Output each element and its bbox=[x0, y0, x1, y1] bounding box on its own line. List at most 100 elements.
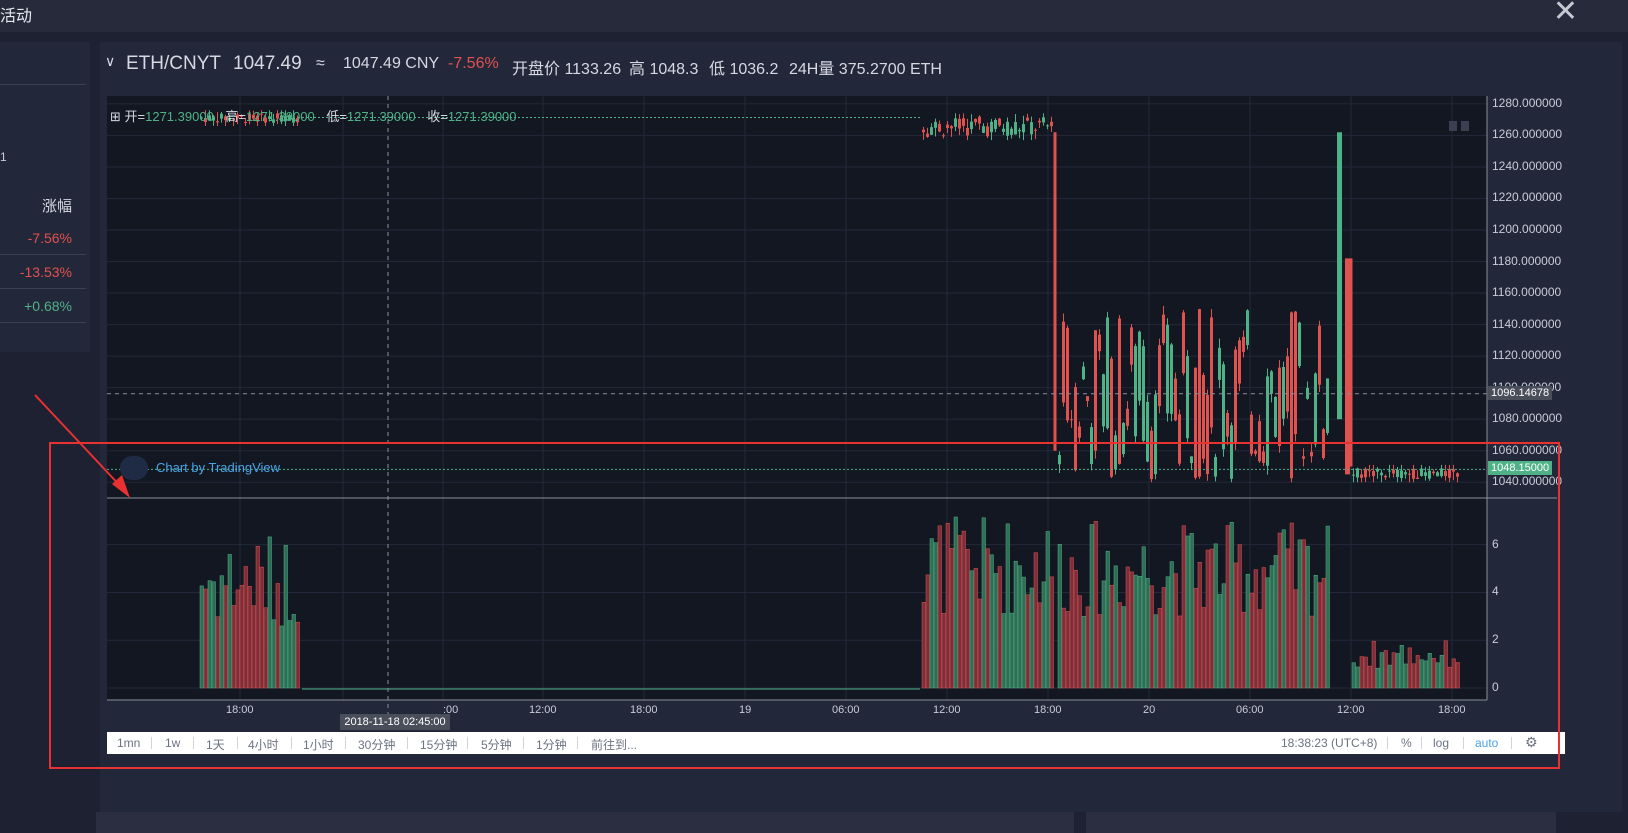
volume-bar bbox=[203, 588, 208, 689]
volume-bar bbox=[1435, 662, 1440, 689]
time-axis-tick: 12:00 bbox=[933, 704, 961, 716]
candle-body bbox=[1014, 122, 1017, 135]
volume-bar bbox=[1033, 552, 1038, 689]
candle-body bbox=[1448, 468, 1451, 478]
log-toggle[interactable]: log bbox=[1433, 736, 1450, 750]
candle-body bbox=[1326, 378, 1329, 433]
volume-bar bbox=[925, 574, 930, 689]
candle-body bbox=[292, 117, 295, 123]
cny-price: 1047.49 CNY bbox=[343, 55, 440, 72]
divider bbox=[291, 737, 292, 749]
price-axis-tick: 1080.000000 bbox=[1492, 411, 1563, 426]
volume-bar bbox=[1379, 652, 1384, 689]
candle-body bbox=[1094, 330, 1097, 451]
candle-body bbox=[954, 118, 957, 127]
divider bbox=[467, 737, 468, 749]
volume-bar bbox=[1321, 578, 1326, 689]
volume-bar bbox=[1237, 544, 1242, 689]
interval-1w[interactable]: 1w bbox=[165, 736, 181, 750]
volume-bar bbox=[255, 546, 260, 689]
volume-bar bbox=[1169, 561, 1174, 689]
volume-bar bbox=[1285, 548, 1290, 689]
interval-1h[interactable]: 1小时 bbox=[303, 738, 334, 752]
interval-1m[interactable]: 1分钟 bbox=[536, 738, 567, 752]
candle-body bbox=[1098, 334, 1101, 352]
interval-1d[interactable]: 1天 bbox=[206, 738, 225, 752]
volume-bar bbox=[1113, 565, 1118, 689]
volume-axis-tick: 6 bbox=[1492, 536, 1499, 551]
pane-control-icon bbox=[1449, 121, 1457, 131]
candle-body bbox=[1202, 375, 1205, 459]
candle-body bbox=[974, 118, 977, 123]
candle-body bbox=[272, 119, 275, 123]
divider bbox=[1387, 737, 1388, 749]
close-icon[interactable]: ✕ bbox=[1552, 0, 1578, 28]
list-item-change[interactable]: -7.56% bbox=[27, 230, 72, 246]
auto-toggle[interactable]: auto bbox=[1475, 736, 1499, 750]
volume-bar bbox=[1173, 573, 1178, 689]
price-axis-tick: 1160.000000 bbox=[1492, 285, 1562, 300]
divider bbox=[151, 737, 152, 749]
interval-30m[interactable]: 30分钟 bbox=[358, 738, 396, 752]
list-item-change[interactable]: +0.68% bbox=[24, 298, 72, 314]
interval-4h[interactable]: 4小时 bbox=[248, 738, 279, 752]
divider bbox=[1463, 737, 1464, 749]
volume-bar bbox=[1313, 574, 1318, 689]
list-item-change[interactable]: -13.53% bbox=[19, 264, 72, 280]
pane-control-icon bbox=[1461, 121, 1469, 131]
candle-body bbox=[1286, 356, 1289, 412]
candle-body bbox=[1274, 396, 1277, 437]
volume-bar bbox=[1009, 612, 1014, 689]
volume-axis-tick: 0 bbox=[1492, 680, 1499, 694]
candle-body bbox=[1074, 387, 1077, 471]
candle-body bbox=[950, 126, 953, 129]
volume-bar bbox=[1189, 533, 1194, 689]
volume-bar bbox=[1177, 615, 1182, 689]
divider bbox=[0, 322, 86, 323]
volume-bar bbox=[227, 554, 232, 689]
interval-1mn[interactable]: 1mn bbox=[117, 736, 141, 750]
candle-body bbox=[982, 126, 985, 133]
goto-date-button[interactable]: 前往到... bbox=[591, 738, 638, 752]
symbol-name[interactable]: ETH/CNYT bbox=[126, 53, 221, 74]
candle-body bbox=[1122, 423, 1125, 455]
candle-body bbox=[1198, 309, 1201, 477]
percent-toggle[interactable]: % bbox=[1401, 736, 1412, 750]
candle-body bbox=[1372, 471, 1375, 477]
volume-bar bbox=[1049, 576, 1054, 689]
candle-body bbox=[1262, 451, 1265, 463]
candle-body bbox=[1352, 474, 1355, 476]
expand-icon[interactable]: ⊞ bbox=[110, 109, 125, 124]
volume-bar bbox=[1419, 659, 1424, 689]
divider bbox=[523, 737, 524, 749]
candle-body bbox=[1070, 419, 1073, 421]
volume-bar bbox=[1017, 565, 1022, 689]
candle-body bbox=[1050, 121, 1053, 127]
candle-body bbox=[1416, 477, 1419, 479]
interval-15m[interactable]: 15分钟 bbox=[420, 738, 458, 752]
candle-body bbox=[248, 113, 251, 120]
last-price-label: 1048.15000 bbox=[1488, 461, 1553, 476]
candle-body bbox=[284, 116, 287, 122]
volume-bar bbox=[1301, 539, 1306, 689]
gear-icon[interactable]: ⚙ bbox=[1525, 734, 1538, 750]
volume-bar bbox=[1013, 560, 1018, 689]
volume-bar bbox=[949, 548, 954, 689]
volume-bar bbox=[1197, 562, 1202, 689]
divider bbox=[193, 737, 194, 749]
tradingview-watermark[interactable]: Chart by TradingView bbox=[156, 460, 281, 475]
tradingview-logo-icon bbox=[120, 456, 148, 480]
divider bbox=[1421, 737, 1422, 749]
volume-bar bbox=[1133, 574, 1138, 689]
candle-body bbox=[288, 114, 291, 121]
window-title: 活动 bbox=[0, 8, 33, 25]
chevron-down-icon[interactable]: ∨ bbox=[105, 53, 116, 69]
volume-bar bbox=[1423, 660, 1428, 689]
candle-body bbox=[212, 116, 215, 121]
volume-bar bbox=[1411, 663, 1416, 689]
interval-5m[interactable]: 5分钟 bbox=[481, 738, 512, 752]
candle-body bbox=[1002, 128, 1005, 132]
volume-bar bbox=[1157, 608, 1162, 689]
candle-body bbox=[1368, 470, 1371, 472]
